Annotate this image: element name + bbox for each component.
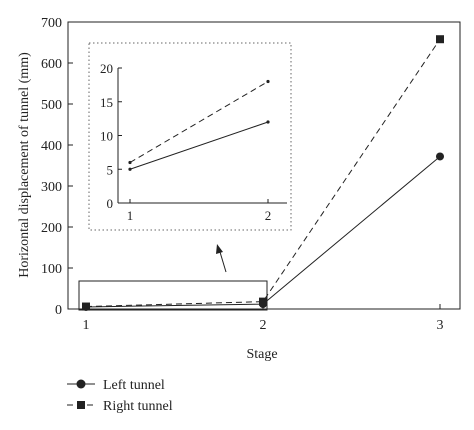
inset-series-line-right-tunnel xyxy=(129,81,269,163)
data-point-left-tunnel xyxy=(436,152,444,161)
legend-label-left-tunnel: Left tunnel xyxy=(103,378,165,393)
x-axis-label: Stage xyxy=(246,347,277,362)
inset-data-point xyxy=(128,167,132,171)
legend-marker-circle xyxy=(76,379,86,389)
inset-y-tick-label: 0 xyxy=(107,196,114,211)
y-tick-label: 100 xyxy=(41,262,62,277)
inset-data-point xyxy=(266,120,270,124)
plot-frame xyxy=(67,21,461,310)
y-axis-label: Horizontal displacement of tunnel (mm) xyxy=(17,52,32,278)
inset-data-point xyxy=(266,79,270,84)
inset-box xyxy=(88,42,292,231)
y-tick-label: 400 xyxy=(41,139,62,154)
zoom-arrow-line xyxy=(219,251,227,273)
inset-y-tick-label: 10 xyxy=(100,129,113,144)
inset-y-tick-label: 15 xyxy=(100,95,113,110)
y-tick-label: 700 xyxy=(41,16,62,31)
zoom-region-box xyxy=(78,280,268,311)
y-tick-label: 0 xyxy=(55,303,62,318)
x-tick-label: 2 xyxy=(260,318,267,333)
zoom-arrow-head xyxy=(216,244,223,254)
legend-label-right-tunnel: Right tunnel xyxy=(103,399,173,414)
legend-marker-square xyxy=(77,401,85,409)
y-tick-label: 200 xyxy=(41,221,62,236)
inset-y-tick-label: 5 xyxy=(107,162,114,177)
inset-series-line-left-tunnel xyxy=(129,121,269,170)
data-point-right-tunnel xyxy=(82,302,90,311)
x-tick-label: 3 xyxy=(437,318,444,333)
y-tick-label: 600 xyxy=(41,57,62,72)
inset-x-tick-label: 1 xyxy=(127,208,134,223)
y-tick-label: 500 xyxy=(41,98,62,113)
inset-data-point xyxy=(128,160,132,165)
y-tick-label: 300 xyxy=(41,180,62,195)
x-tick-label: 1 xyxy=(83,318,90,333)
inset-y-tick-label: 20 xyxy=(100,61,113,76)
data-point-right-tunnel xyxy=(436,35,444,44)
data-point-right-tunnel xyxy=(259,297,267,306)
inset-x-tick-label: 2 xyxy=(265,208,272,223)
